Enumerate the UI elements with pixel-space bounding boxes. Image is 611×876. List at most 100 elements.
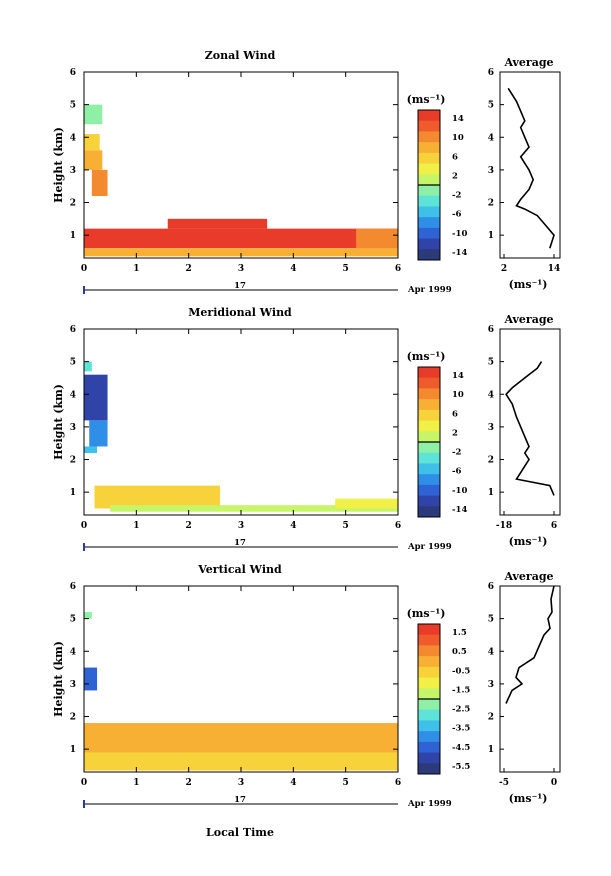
colorbar-swatch bbox=[418, 688, 440, 700]
avg-y-tick-label: 1 bbox=[488, 488, 494, 498]
colorbar-swatch bbox=[418, 731, 440, 743]
y-tick-label: 3 bbox=[70, 166, 76, 176]
colorbar-label: -4.5 bbox=[452, 743, 470, 753]
colorbar-swatch bbox=[418, 206, 440, 218]
colorbar-label: 14 bbox=[452, 371, 464, 381]
avg-y-tick-label: 6 bbox=[488, 325, 494, 335]
average-profile-line bbox=[505, 585, 555, 704]
x-tick-label: 3 bbox=[238, 521, 244, 531]
y-tick-label: 2 bbox=[70, 199, 76, 209]
colorbar-swatch bbox=[418, 217, 440, 229]
chart-title: Zonal Wind bbox=[205, 49, 276, 62]
y-tick-label: 4 bbox=[70, 133, 76, 143]
colorbar-swatch bbox=[418, 131, 440, 143]
panel-2: Meridional Wind 1 2 3 4 5 6 0 1 2 3 4 5 6 Height (km) 1… bbox=[52, 306, 561, 552]
y-tick-label: 3 bbox=[70, 423, 76, 433]
colorbar-swatch bbox=[418, 634, 440, 646]
colorbar-label: 2 bbox=[452, 428, 458, 438]
colorbar-swatch bbox=[418, 720, 440, 732]
heatmap-cell bbox=[84, 361, 92, 372]
heatmap-cell bbox=[84, 104, 103, 125]
x-tick-label: 0 bbox=[81, 778, 87, 788]
avg-y-tick-label: 4 bbox=[488, 133, 494, 143]
colorbar-label: -10 bbox=[452, 229, 467, 239]
heatmap-cells bbox=[84, 612, 398, 771]
colorbar-label: -3.5 bbox=[452, 724, 470, 734]
heatmap-cell bbox=[84, 612, 92, 619]
y-axis-label: Height (km) bbox=[52, 127, 65, 203]
heatmap-cell bbox=[84, 150, 103, 170]
colorbar-swatch bbox=[418, 474, 440, 486]
colorbar-label: -10 bbox=[452, 486, 467, 496]
colorbar-swatch bbox=[418, 174, 440, 186]
colorbar-label: 6 bbox=[452, 409, 458, 419]
x-tick-label: 1 bbox=[133, 778, 139, 788]
y-axis-label: Height (km) bbox=[52, 641, 65, 717]
avg-y-tick-label: 5 bbox=[488, 358, 494, 368]
colorbar-label: 14 bbox=[452, 114, 464, 124]
colorbar-swatch bbox=[418, 420, 440, 432]
average-title: Average bbox=[503, 570, 553, 583]
x-tick-label: 1 bbox=[133, 521, 139, 531]
colorbar-swatch bbox=[418, 163, 440, 175]
avg-y-tick-label: 6 bbox=[488, 582, 494, 592]
colorbar-swatch bbox=[418, 377, 440, 389]
heatmap-cell bbox=[84, 667, 98, 691]
colorbar-swatch bbox=[418, 227, 440, 240]
colorbar-swatch bbox=[418, 142, 440, 154]
avg-y-tick-label: 6 bbox=[488, 68, 494, 78]
colorbar-swatch bbox=[418, 367, 440, 379]
date-month: Apr 1999 bbox=[407, 285, 452, 295]
average-frame bbox=[499, 71, 561, 259]
heatmap-cell bbox=[84, 446, 98, 453]
y-tick-label: 4 bbox=[70, 647, 76, 657]
average-frame bbox=[499, 585, 561, 773]
x-tick-label: 4 bbox=[290, 264, 296, 274]
heatmap-cell bbox=[84, 752, 398, 771]
date-month: Apr 1999 bbox=[407, 542, 452, 552]
x-tick-label: 3 bbox=[238, 778, 244, 788]
chart-title: Vertical Wind bbox=[197, 563, 282, 576]
heatmap-cell bbox=[84, 248, 398, 257]
colorbar-label: -14 bbox=[452, 248, 467, 258]
x-tick-label: 4 bbox=[290, 521, 296, 531]
x-tick-label: 5 bbox=[343, 778, 349, 788]
x-tick-label: 2 bbox=[186, 778, 192, 788]
y-tick-label: 3 bbox=[70, 680, 76, 690]
y-tick-label: 6 bbox=[70, 68, 76, 78]
x-tick-label: 1 bbox=[133, 264, 139, 274]
average-profile-line bbox=[505, 361, 555, 496]
colorbar-label: 6 bbox=[452, 152, 458, 162]
avg-y-tick-label: 3 bbox=[488, 423, 494, 433]
avg-x-tick-label: 0 bbox=[551, 778, 557, 788]
average-title: Average bbox=[503, 56, 553, 69]
avg-x-tick-label: 2 bbox=[501, 264, 507, 274]
average-title: Average bbox=[503, 313, 553, 326]
date-month: Apr 1999 bbox=[407, 799, 452, 809]
colorbar-label: -14 bbox=[452, 505, 467, 515]
panel-1: Zonal Wind 1 2 3 4 5 6 0 1 2 3 4 5 6 Height (km) 17 Apr … bbox=[52, 49, 561, 295]
avg-y-tick-label: 4 bbox=[488, 390, 494, 400]
heatmap-cell bbox=[84, 228, 398, 249]
y-tick-label: 5 bbox=[70, 615, 76, 625]
date-day: 17 bbox=[234, 795, 246, 805]
colorbar-label: 0.5 bbox=[452, 647, 467, 657]
avg-y-tick-label: 1 bbox=[488, 231, 494, 241]
colorbar-swatch bbox=[418, 238, 440, 250]
avg-unit-label: (ms⁻¹) bbox=[509, 535, 548, 548]
colorbar-swatch bbox=[418, 506, 440, 518]
heatmap-cells bbox=[84, 361, 399, 512]
colorbar-label: 1.5 bbox=[452, 628, 467, 638]
colorbar-unit: (ms⁻¹) bbox=[407, 93, 446, 106]
avg-y-tick-label: 3 bbox=[488, 166, 494, 176]
panel-3: Vertical Wind 1 2 3 4 5 6 0 1 2 3 4 5 6 Height (km) 17 A… bbox=[52, 563, 561, 839]
x-axis-label: Local Time bbox=[206, 826, 274, 839]
heatmap-cell bbox=[335, 498, 398, 509]
heatmap-cell bbox=[110, 505, 399, 512]
colorbar-swatch bbox=[418, 431, 440, 443]
colorbar-label: -6 bbox=[452, 467, 462, 477]
colorbar-swatch bbox=[418, 249, 440, 261]
x-tick-label: 2 bbox=[186, 521, 192, 531]
heatmap-cell bbox=[94, 485, 221, 509]
colorbar-swatch bbox=[418, 741, 440, 754]
